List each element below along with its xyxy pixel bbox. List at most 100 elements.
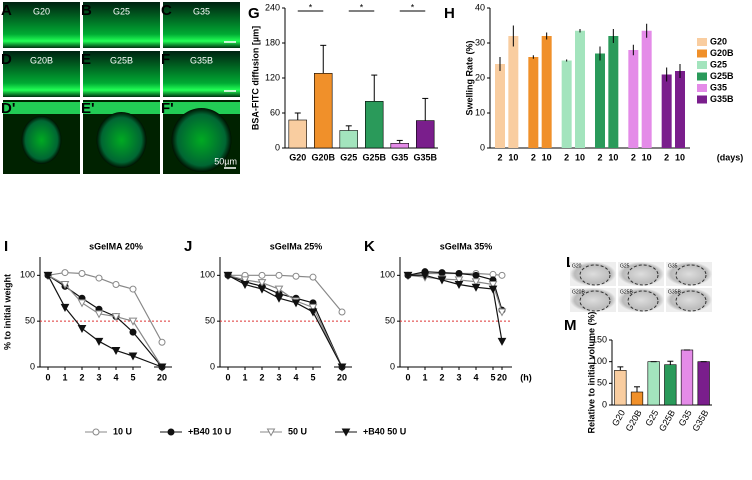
x-tick-label: 20 <box>497 372 507 382</box>
marker <box>258 271 266 279</box>
legend-label: G35B <box>710 94 734 104</box>
legend-swatch <box>697 49 707 58</box>
x-tick-label: 2 <box>79 372 84 382</box>
panel-letter: K <box>364 238 375 255</box>
panel-letter: B <box>81 2 92 19</box>
x-tick-label: 10 <box>508 152 518 162</box>
y-tick-label: 100 <box>380 270 395 280</box>
y-tick-label: 60 <box>270 107 280 117</box>
gel-sphere <box>96 112 147 168</box>
x-tick-label: 2 <box>531 152 536 162</box>
bar <box>675 71 685 148</box>
panel-letter: F <box>161 51 170 68</box>
micrograph <box>163 2 240 48</box>
marker <box>77 299 87 308</box>
gel-sphere <box>171 108 232 172</box>
photo <box>570 262 616 286</box>
photo <box>570 288 616 312</box>
chart-title: sGelMA 20% <box>89 241 143 251</box>
micrograph <box>3 2 80 48</box>
bar <box>614 370 627 406</box>
marker <box>471 278 481 287</box>
marker <box>403 271 413 280</box>
marker <box>167 428 175 436</box>
y-tick-label: 30 <box>475 37 485 47</box>
panel-letter: M <box>564 317 577 334</box>
photo <box>666 262 712 286</box>
bar <box>314 73 333 149</box>
bar <box>661 74 672 148</box>
photo-label: G25B <box>620 289 633 295</box>
sig-star: * <box>360 2 364 12</box>
marker <box>257 279 267 288</box>
x-tick-label: 2 <box>597 152 602 162</box>
x-tick-label: 3 <box>456 372 461 382</box>
bar <box>575 30 585 148</box>
x-tick-label: 10 <box>542 152 552 162</box>
bar <box>647 361 660 406</box>
marker <box>497 337 507 346</box>
marker <box>454 276 464 285</box>
y-tick-label: 50 <box>25 316 35 326</box>
y-tick-label: 0 <box>480 142 485 152</box>
marker <box>129 285 137 293</box>
legend-label: G20B <box>710 48 734 58</box>
legend-label: G25B <box>710 71 734 81</box>
y-tick-label: 240 <box>265 2 280 12</box>
x-unit: (days) <box>717 152 744 162</box>
image-label: G25 <box>113 6 130 16</box>
y-tick-label: 0 <box>602 399 607 409</box>
panel-letter: E' <box>81 100 95 117</box>
y-tick-label: 10 <box>475 107 485 117</box>
x-tick-label: 2 <box>497 152 502 162</box>
y-tick-label: 50 <box>385 316 395 326</box>
bar <box>561 60 572 148</box>
x-tick-label: G35B <box>690 408 710 433</box>
photo <box>618 288 664 312</box>
bar <box>697 361 710 406</box>
gel-sphere <box>21 116 62 164</box>
marker <box>240 276 250 285</box>
bar <box>339 130 358 149</box>
marker <box>128 352 138 361</box>
marker <box>78 270 86 277</box>
y-tick-label: 100 <box>200 270 215 280</box>
photo-label: G20B <box>572 289 585 295</box>
marker <box>111 313 121 322</box>
y-tick-label: 150 <box>592 334 607 344</box>
y-tick-label: 0 <box>210 361 215 371</box>
bar <box>508 36 519 148</box>
marker <box>158 338 166 346</box>
panel-letter: D <box>1 51 12 68</box>
photo-label: G35 <box>668 263 678 269</box>
photo-label: G20 <box>572 263 582 269</box>
marker <box>240 281 250 290</box>
y-tick-label: 40 <box>475 2 485 12</box>
y-tick-label: 0 <box>275 142 280 152</box>
legend-label: G35 <box>710 82 727 92</box>
x-tick-label: G35 <box>391 152 408 162</box>
marker <box>274 285 284 294</box>
photo <box>618 262 664 286</box>
x-tick-label: 3 <box>276 372 281 382</box>
x-tick-label: 10 <box>675 152 685 162</box>
marker <box>341 428 351 437</box>
x-tick-label: 4 <box>293 372 298 382</box>
x-tick-label: 2 <box>259 372 264 382</box>
x-tick-label: G25B <box>657 408 677 433</box>
x-tick-label: G35B <box>413 152 437 162</box>
marker <box>338 308 346 316</box>
marker <box>92 428 100 436</box>
photo <box>666 288 712 312</box>
marker <box>43 271 53 280</box>
marker <box>157 363 167 372</box>
marker <box>266 428 276 437</box>
image-label: G20 <box>33 6 50 16</box>
y-tick-label: 50 <box>597 378 607 388</box>
marker <box>420 271 430 280</box>
bar <box>288 119 307 149</box>
legend-swatch <box>697 38 707 46</box>
panel-letter: J <box>184 238 192 255</box>
micrograph <box>3 51 80 97</box>
scale-label: 50µm <box>214 156 237 166</box>
